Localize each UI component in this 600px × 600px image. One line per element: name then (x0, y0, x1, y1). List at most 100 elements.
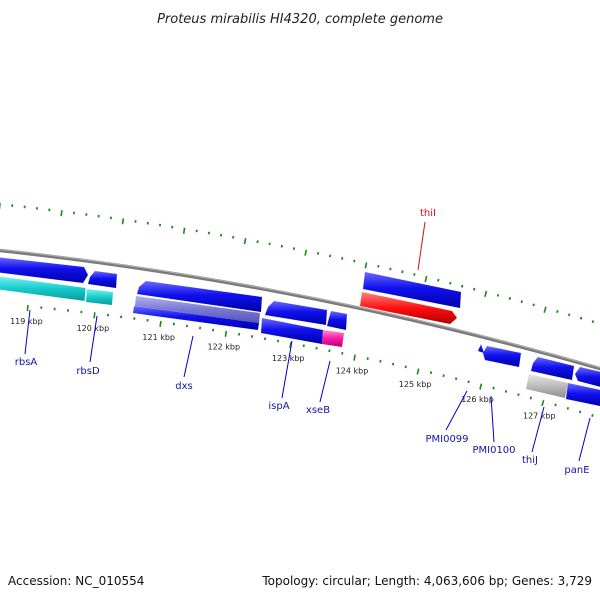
minor-tick (328, 349, 331, 353)
genome-backbone-highlight (0, 249, 600, 369)
major-tick (93, 312, 96, 319)
minor-tick (366, 357, 369, 361)
major-tick (543, 306, 547, 313)
feature-rbs-rna-right[interactable] (86, 289, 113, 305)
minor-tick (449, 281, 452, 285)
feature-ispA[interactable] (261, 318, 323, 344)
genome-backbone (0, 248, 600, 371)
major-tick (541, 399, 545, 407)
label-ispA[interactable]: ispA (268, 401, 289, 412)
tick-label: 127 kbp (523, 412, 556, 421)
major-tick (424, 275, 428, 283)
map-title: Proteus mirabilis HI4320, complete genom… (157, 12, 443, 27)
tick-label: 120 kbp (77, 324, 110, 333)
major-tick (159, 320, 162, 328)
minor-tick (413, 273, 416, 276)
major-tick (224, 330, 228, 337)
minor-tick (429, 371, 433, 375)
feature-thiI-top[interactable] (363, 272, 461, 308)
label-thiI[interactable]: thiI (420, 208, 436, 219)
tick-label: 125 kbp (399, 380, 432, 389)
feature-dxs[interactable] (137, 281, 262, 312)
major-tick (182, 227, 186, 234)
label-thiJ[interactable]: thiJ (522, 455, 538, 466)
minor-tick (529, 396, 533, 400)
feature-panE[interactable] (566, 383, 600, 407)
minor-tick (268, 242, 271, 246)
major-tick (289, 341, 292, 349)
major-tick (60, 210, 63, 217)
label-PMI0099[interactable]: PMI0099 (425, 434, 468, 445)
rna-divider (84, 287, 87, 303)
feature-PMI0099-small[interactable] (478, 344, 484, 353)
tick-label: 126 kbp (461, 395, 494, 404)
tick-label: 119 kbp (10, 317, 43, 326)
minor-tick (467, 380, 470, 384)
minor-tick (329, 254, 332, 258)
minor-tick (401, 270, 404, 274)
major-tick (416, 368, 420, 375)
minor-tick (219, 233, 223, 237)
minor-tick (377, 264, 380, 268)
feature-PMI0099[interactable] (483, 346, 521, 367)
minor-tick (579, 316, 583, 320)
minor-tick (207, 231, 210, 235)
minor-tick (566, 406, 570, 410)
minor-tick (263, 337, 267, 341)
minor-tick (391, 362, 395, 366)
major-tick (121, 218, 125, 225)
feature-thiJ[interactable] (526, 374, 568, 398)
minor-tick (568, 313, 571, 317)
feature-rbs-rna-left[interactable] (0, 276, 86, 301)
feature-dxs-lower[interactable] (133, 306, 259, 330)
feature-thiJ-top[interactable] (531, 357, 574, 380)
feature-dxs-pseudo[interactable] (135, 296, 260, 323)
minor-tick (316, 252, 320, 255)
major-tick (479, 383, 483, 390)
outer-tick-row (0, 203, 595, 324)
footer-topology: Topology: circular; Length: 4,063,606 bp… (261, 574, 592, 588)
minor-tick (302, 344, 305, 348)
minor-tick (556, 310, 559, 313)
label-PMI0100[interactable]: PMI0100 (472, 445, 515, 456)
major-tick (484, 290, 488, 298)
minor-tick (442, 374, 445, 378)
feature-ispA-top[interactable] (265, 301, 327, 325)
minor-tick (473, 287, 476, 291)
major-tick (26, 304, 29, 312)
feature-xseB[interactable] (322, 330, 344, 347)
feature-rbsD[interactable] (88, 271, 117, 288)
label-dxs[interactable]: dxs (175, 381, 192, 392)
label-xseB[interactable]: xseB (306, 405, 330, 416)
minor-tick (517, 393, 520, 397)
gene-features (0, 257, 600, 407)
minor-tick (341, 351, 344, 355)
minor-tick (256, 240, 259, 244)
label-panE[interactable]: panE (564, 465, 589, 476)
label-rbsA[interactable]: rbsA (15, 357, 38, 368)
minor-tick (578, 410, 582, 414)
major-tick (353, 354, 356, 361)
major-tick (304, 249, 308, 256)
minor-tick (461, 284, 464, 288)
label-rbsD[interactable]: rbsD (76, 366, 100, 377)
minor-tick (554, 403, 557, 407)
minor-tick (532, 303, 535, 307)
minor-tick (591, 320, 595, 324)
feature-panE-top[interactable] (575, 367, 600, 388)
tick-label: 122 kbp (207, 343, 240, 352)
tick-label: 121 kbp (142, 333, 175, 342)
minor-tick (504, 389, 508, 393)
minor-tick (496, 293, 500, 297)
inner-tick-row: 119 kbp 120 kbp 121 kbp 122 kbp 123 kbp 124 k… (10, 304, 594, 421)
feature-thiI[interactable] (360, 292, 457, 324)
feature-rbsA[interactable] (0, 257, 88, 283)
minor-tick (492, 386, 495, 390)
major-tick (364, 262, 368, 269)
minor-tick (508, 296, 512, 300)
gene-labels: rbsA rbsD dxs ispA xseB thiI PMI0099 PMI… (15, 208, 591, 476)
minor-tick (379, 359, 382, 363)
feature-small-top[interactable] (327, 311, 347, 330)
tick-label: 123 kbp (272, 354, 305, 363)
